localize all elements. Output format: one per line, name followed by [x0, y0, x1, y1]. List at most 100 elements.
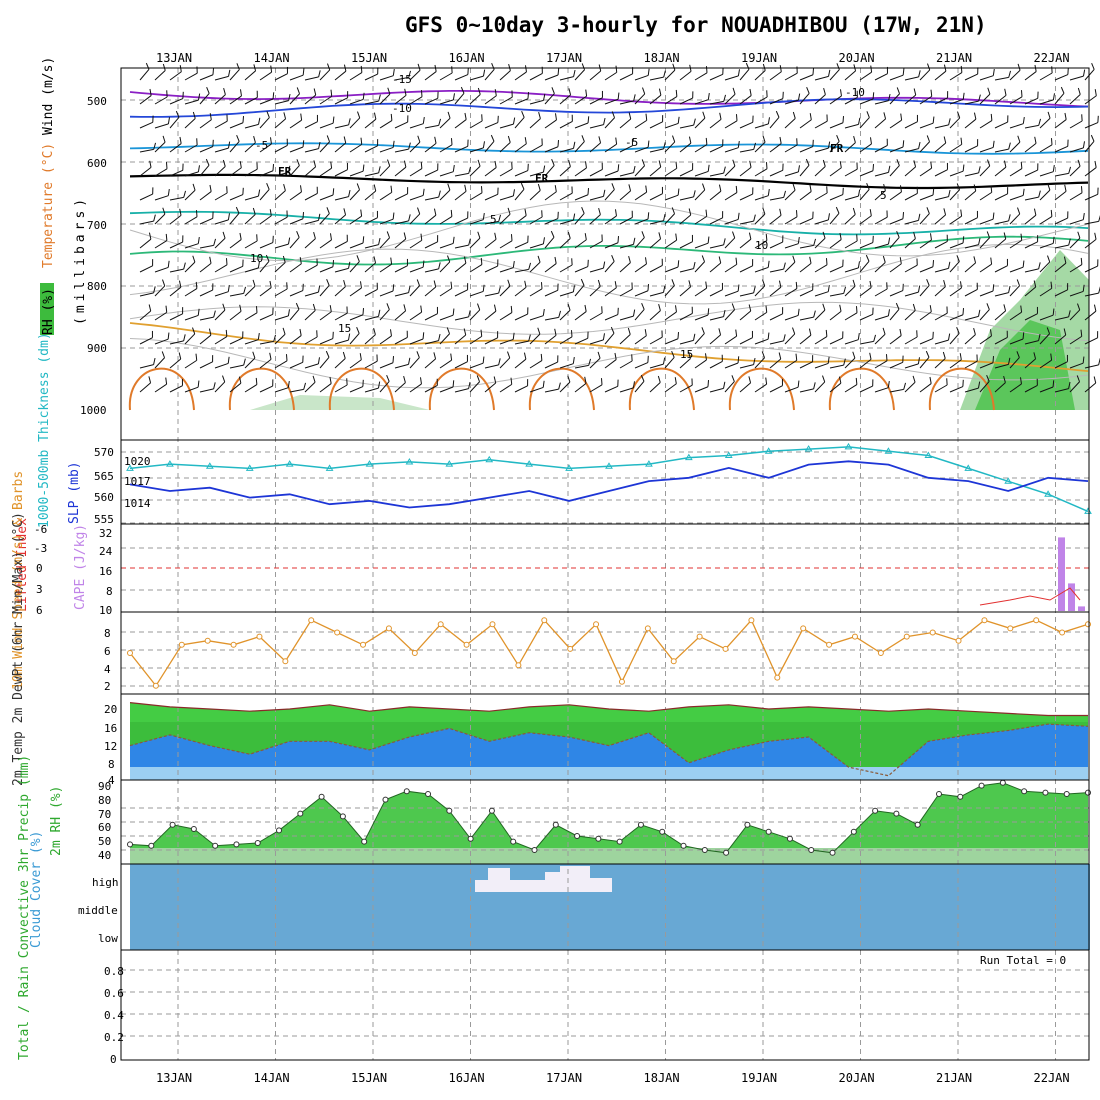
- barb-feather: [1060, 86, 1065, 94]
- wind-barb: [319, 305, 332, 321]
- precip-tick-0.2: 0.2: [104, 1031, 124, 1044]
- barb-feather: [692, 91, 694, 99]
- barb-feather: [332, 260, 335, 267]
- wind-barb: [844, 162, 858, 177]
- wind-barb: [724, 356, 740, 369]
- wind-speed-point: [463, 641, 470, 648]
- wind-barb: [889, 113, 903, 129]
- wind-barb: [679, 136, 692, 153]
- wind-barb: [214, 329, 228, 345]
- wind-barb: [289, 382, 307, 393]
- wind-barb: [919, 188, 935, 201]
- wind-barb: [334, 136, 347, 153]
- barb-staff: [964, 118, 977, 129]
- barb-staff: [904, 363, 919, 369]
- barb-feather: [956, 183, 961, 190]
- barb-staff: [229, 122, 244, 129]
- barb-feather: [872, 164, 875, 171]
- barb-staff: [244, 214, 256, 225]
- barb-staff: [379, 218, 394, 225]
- barb-feather: [512, 117, 516, 125]
- wind-barb: [634, 140, 650, 153]
- wind-barb: [664, 377, 677, 393]
- wind-barb: [559, 285, 575, 297]
- wind-barb: [754, 233, 768, 249]
- barb-staff: [934, 358, 946, 369]
- barb-staff: [274, 333, 286, 345]
- barb-feather: [463, 256, 467, 264]
- rh-point: [1021, 788, 1028, 795]
- wind-barb: [559, 186, 573, 201]
- barb-feather: [973, 112, 977, 120]
- barb-feather: [761, 351, 766, 358]
- barb-staff: [304, 363, 319, 369]
- barb-staff: [439, 117, 451, 129]
- barb-feather: [296, 231, 300, 238]
- barb-feather: [477, 231, 481, 239]
- wind-barb: [664, 305, 677, 321]
- barb-staff: [184, 118, 196, 129]
- barb-feather: [1006, 258, 1008, 266]
- barb-staff: [499, 240, 513, 249]
- barb-staff: [244, 70, 256, 81]
- barb-staff: [334, 240, 348, 249]
- wind-barb: [244, 306, 258, 321]
- barb-feather: [732, 159, 736, 167]
- barb-feather: [797, 93, 801, 101]
- barb-feather: [468, 310, 471, 317]
- wind-barb: [979, 329, 992, 345]
- barb-staff: [529, 315, 544, 321]
- wind-barb: [844, 90, 858, 105]
- wind-barb: [469, 356, 485, 369]
- barb-staff: [1084, 382, 1097, 393]
- barb-staff: [439, 171, 454, 177]
- barb-staff: [739, 68, 750, 81]
- barb-staff: [799, 289, 813, 297]
- wind-barb: [694, 164, 710, 177]
- barb-staff: [574, 311, 587, 321]
- wind-barb: [949, 281, 962, 297]
- barb-feather: [256, 234, 258, 242]
- barb-staff: [304, 291, 319, 297]
- barb-staff: [259, 117, 270, 129]
- barb-staff: [409, 69, 421, 81]
- barb-staff: [529, 360, 543, 369]
- barb-feather: [855, 377, 858, 385]
- barb-staff: [859, 215, 872, 225]
- barb-feather: [447, 183, 451, 191]
- wind-barb: [934, 351, 946, 369]
- barb-feather: [387, 159, 391, 167]
- upper-ylabel-temp: Temperature (°C): [41, 143, 56, 268]
- barb-staff: [1054, 361, 1068, 369]
- wind-speed-point: [774, 674, 781, 681]
- barb-staff: [724, 165, 736, 177]
- wind-speed-point: [670, 658, 677, 665]
- wind-barb: [244, 136, 256, 153]
- wind-barb: [739, 286, 756, 297]
- wind-barb: [469, 141, 485, 153]
- wind-barb: [634, 113, 648, 129]
- barb-staff: [214, 264, 228, 273]
- barb-staff: [334, 70, 347, 81]
- wind-barb: [724, 257, 738, 273]
- barb-feather: [753, 357, 756, 365]
- barb-staff: [454, 388, 469, 393]
- barb-staff: [979, 146, 994, 153]
- wind-barb: [1039, 327, 1051, 345]
- wind-barb: [379, 140, 395, 153]
- wind-barb: [544, 68, 560, 81]
- wind-barb: [214, 258, 228, 273]
- barb-staff: [934, 97, 948, 105]
- wind-barb: [424, 208, 437, 225]
- barb-feather: [978, 237, 981, 245]
- wind-barb: [169, 65, 182, 81]
- wind-barb: [349, 236, 365, 249]
- wind-barb: [919, 161, 933, 177]
- wind-barb: [454, 381, 471, 393]
- wind-barb: [844, 351, 856, 369]
- barb-staff: [874, 144, 888, 153]
- wind-barb: [694, 183, 706, 201]
- wind-barb: [439, 164, 455, 177]
- wind-barb: [814, 329, 828, 345]
- barb-staff: [1024, 313, 1038, 321]
